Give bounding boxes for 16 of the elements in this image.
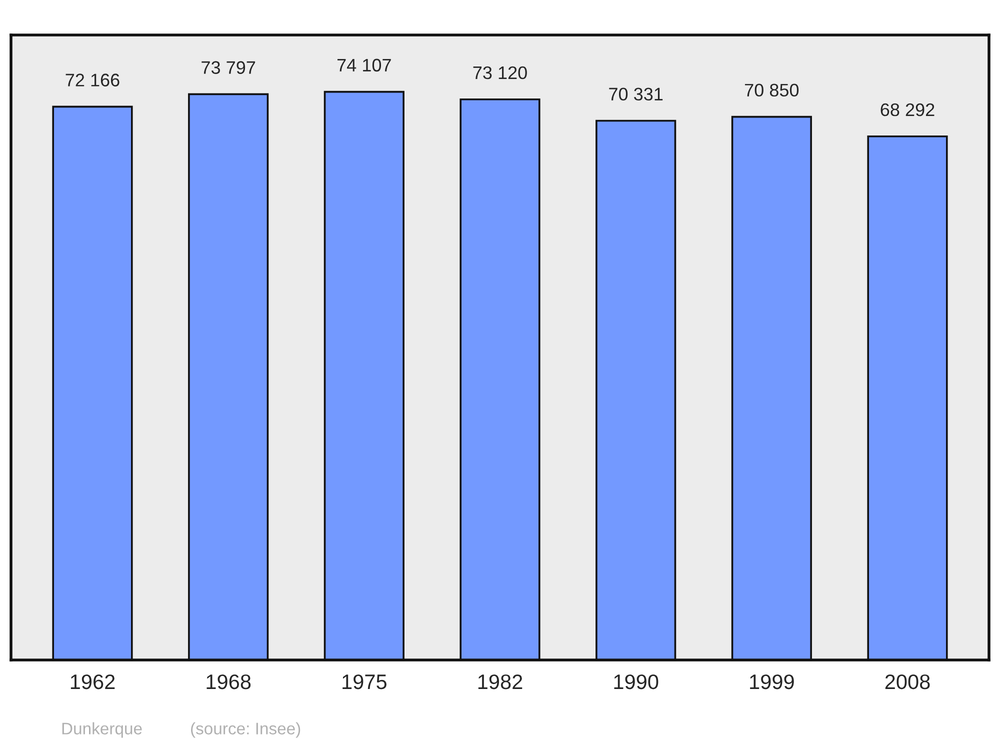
x-tick-label: 2008 [885,674,930,690]
data-label: 72 166 [66,74,120,86]
data-label: 68 292 [880,103,934,116]
x-tick-label: 1975 [342,674,386,690]
data-label: 70 331 [609,88,663,101]
x-tick-label: 1999 [750,674,794,690]
data-label: 70 850 [744,84,799,97]
text: Dunkerque [62,722,142,738]
data-label: 73 120 [473,66,527,80]
data-label: 74 107 [337,58,391,72]
x-tick-label: 1968 [206,674,251,690]
text: (source: Insee) [191,722,300,738]
x-tick-label: 1962 [70,674,115,690]
data-label: 73 797 [202,61,256,74]
x-tick-label: 1982 [478,674,522,690]
x-tick-label: 1990 [614,674,658,690]
